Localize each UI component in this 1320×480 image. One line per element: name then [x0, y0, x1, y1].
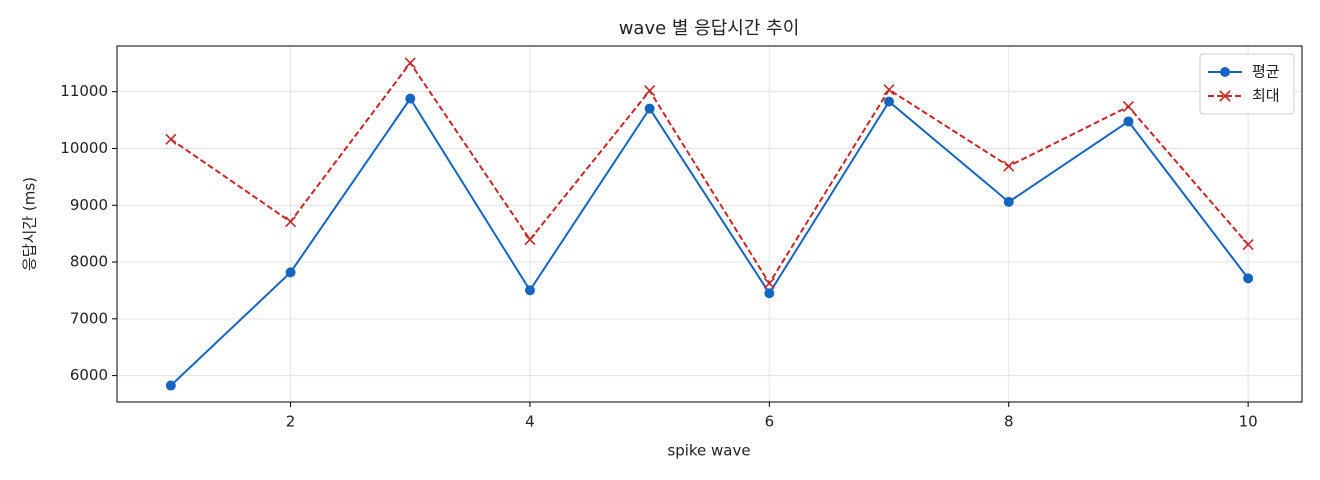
legend-label: 최대: [1252, 87, 1280, 105]
y-tick-label: 11000: [60, 82, 108, 100]
point: [1123, 116, 1134, 127]
point: [1003, 196, 1014, 207]
y-tick-label: 9000: [70, 196, 108, 214]
chart-title: wave 별 응답시간 추이: [619, 18, 800, 39]
y-tick-label: 10000: [60, 139, 108, 157]
legend-marker: [1220, 67, 1230, 77]
y-tick-label: 6000: [70, 366, 108, 384]
point: [165, 133, 177, 145]
point: [1242, 238, 1254, 251]
point: [1243, 273, 1254, 284]
point: [1122, 101, 1135, 113]
point: [524, 285, 535, 296]
point: [284, 216, 297, 228]
point: [404, 57, 416, 69]
legend-label: 평균: [1252, 63, 1280, 81]
legend-marker: [1219, 90, 1231, 102]
x-tick-label: 8: [1004, 413, 1014, 431]
point: [764, 288, 775, 299]
series-line: [170, 61, 1249, 286]
x-tick-label: 6: [765, 413, 775, 431]
legend-box: [1199, 53, 1295, 115]
point: [524, 234, 536, 246]
point: [884, 96, 895, 107]
series-line: [170, 96, 1249, 387]
point: [763, 277, 775, 289]
x-tick-label: 2: [286, 413, 296, 431]
y-axis-label: 응답시간 (ms): [21, 177, 39, 271]
y-tick-label: 7000: [70, 309, 108, 327]
point: [405, 93, 416, 104]
point: [165, 380, 176, 391]
point: [644, 85, 656, 97]
x-tick-label: 4: [525, 413, 535, 431]
y-tick-label: 8000: [70, 253, 108, 271]
x-axis-label: spike wave: [667, 442, 750, 460]
point: [883, 84, 895, 96]
plot-frame: [116, 45, 1303, 403]
point: [644, 103, 655, 114]
point: [285, 267, 296, 278]
point: [1003, 160, 1015, 172]
x-tick-label: 10: [1239, 413, 1258, 431]
